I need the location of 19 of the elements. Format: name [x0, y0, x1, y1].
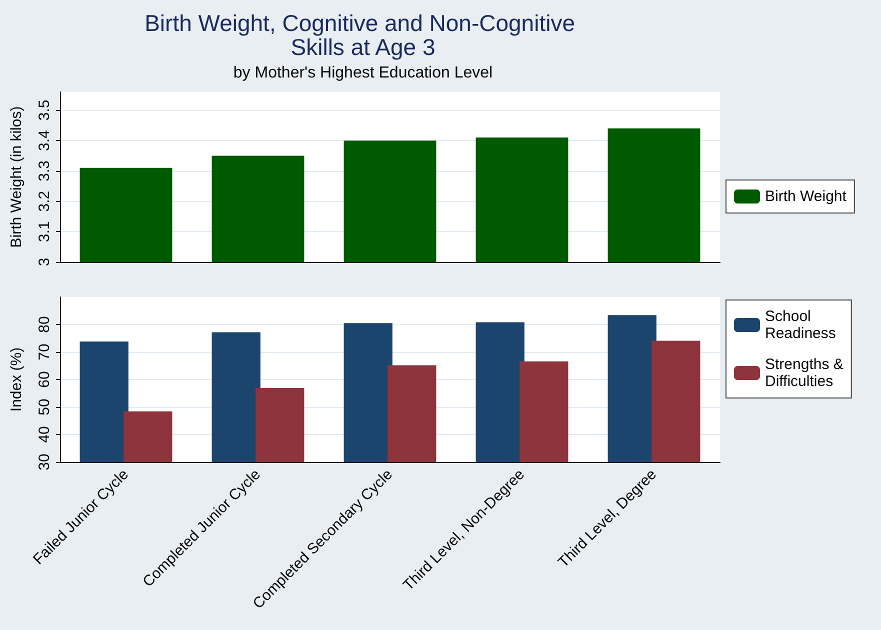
legend-label: Birth Weight: [765, 188, 848, 205]
legend-label: School Readiness: [765, 308, 836, 342]
chart-subtitle: by Mother's Highest Education Level: [233, 64, 493, 82]
y-tick-label: 40: [36, 426, 53, 443]
y-tick-label: 3.5: [36, 100, 53, 121]
y-tick-label: 50: [36, 398, 53, 416]
y-tick-label: 3.1: [36, 221, 53, 242]
y-tick-label: 3.3: [36, 160, 53, 182]
y-tick-label: 3.4: [36, 130, 53, 151]
y-tick-label: 30: [36, 454, 53, 470]
y-tick-label: 80: [36, 316, 53, 333]
y-axis-title: Index (%): [8, 347, 25, 412]
y-tick-label: 3.2: [36, 190, 53, 212]
y-axis-title: Birth Weight (in kilos): [8, 106, 25, 248]
legend-label: Strengths & Difficulties: [765, 356, 844, 390]
y-tick-label: 3: [36, 258, 53, 266]
y-tick-label: 70: [36, 344, 53, 360]
y-tick-label: 60: [36, 371, 53, 388]
chart-title: Birth Weight, Cognitive and Non-Cognitive Skills at Age 3: [144, 10, 582, 60]
